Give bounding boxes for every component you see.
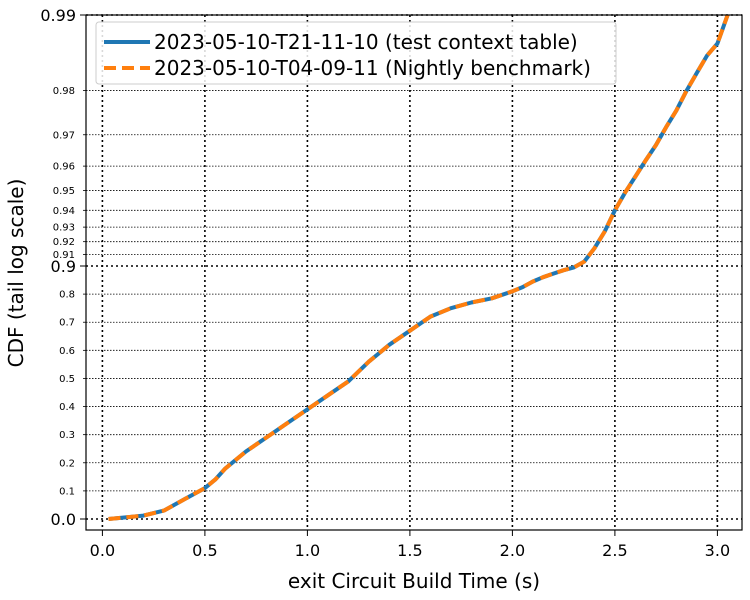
y-tick-label: 0.9: [51, 257, 76, 276]
y-minor-tick-label: 0.2: [59, 458, 75, 469]
x-tick-label: 0.5: [192, 541, 217, 560]
y-minor-tick-label: 0.6: [59, 346, 75, 357]
y-axis-ticks: 0.0 0.9 0.99 0.1 0.2 0.3 0.4 0.5 0.6 0.7 0.8 0.91 0.…: [40, 6, 86, 529]
x-tick-label: 0.0: [90, 541, 115, 560]
x-tick-label: 2.0: [500, 541, 525, 560]
y-minor-tick-label: 0.1: [59, 486, 75, 497]
y-tick-label: 0.0: [51, 510, 76, 529]
x-tick-label: 3.0: [705, 541, 730, 560]
legend-box: [95, 21, 617, 85]
x-tick-label: 2.5: [602, 541, 627, 560]
y-minor-tick-label: 0.92: [53, 237, 75, 248]
legend: 2023-05-10-T21-11-10 (test context table…: [95, 21, 617, 85]
plot-frame: [85, 14, 743, 531]
x-axis-label: exit Circuit Build Time (s): [288, 569, 540, 593]
y-minor-tick-label: 0.93: [53, 223, 75, 234]
legend-label-1: 2023-05-10-T21-11-10 (test context table…: [154, 30, 578, 54]
x-tick-label: 1.5: [397, 541, 422, 560]
x-tick-label: 1.0: [295, 541, 320, 560]
y-minor-tick-label: 0.94: [53, 206, 75, 217]
y-minor-tick-label: 0.97: [53, 130, 75, 141]
y-minor-tick-label: 0.7: [59, 318, 75, 329]
legend-label-2: 2023-05-10-T04-09-11 (Nightly benchmark): [154, 56, 591, 80]
plot-lines: [108, 14, 730, 521]
y-minor-tick-label: 0.5: [59, 374, 75, 385]
y-minor-tick-label: 0.96: [53, 162, 75, 173]
y-minor-tick-label: 0.3: [59, 430, 75, 441]
y-tick-label: 0.99: [40, 6, 76, 25]
x-axis-ticks: 0.0 0.5 1.0 1.5 2.0 2.5 3.0: [90, 530, 730, 560]
y-minor-tick-label: 0.91: [53, 250, 75, 261]
y-minor-tick-label: 0.4: [59, 402, 75, 413]
y-minor-tick-label: 0.95: [53, 186, 75, 197]
series-line-2: [108, 14, 730, 521]
grid: [86, 14, 742, 530]
y-minor-tick-label: 0.98: [53, 86, 75, 97]
y-axis-label: CDF (tail log scale): [4, 179, 28, 368]
y-minor-tick-label: 0.8: [59, 290, 75, 301]
